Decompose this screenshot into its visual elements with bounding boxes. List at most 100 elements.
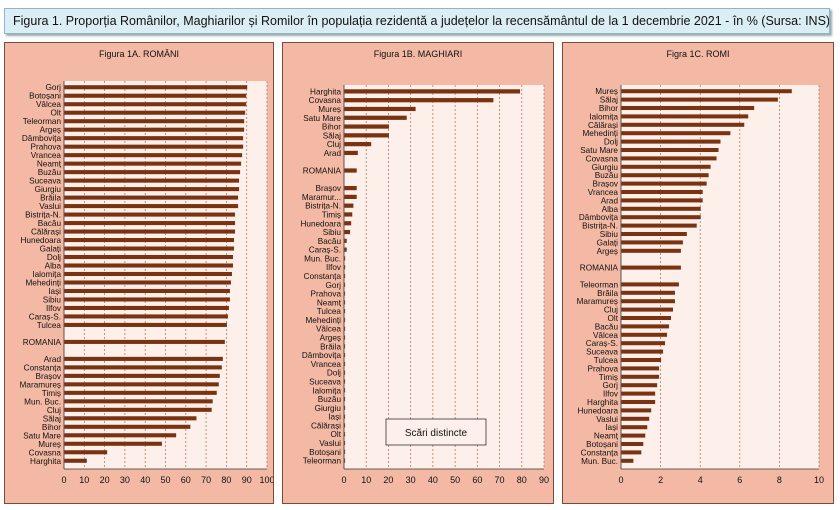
x-tick-label: 20: [383, 475, 393, 485]
bar: [621, 139, 721, 144]
bar: [64, 153, 243, 158]
category-label: Buzău: [38, 168, 62, 177]
bar: [621, 122, 745, 127]
category-label: Maramureș: [20, 380, 61, 389]
bar: [344, 326, 346, 331]
category-label: Dâmbovița: [302, 351, 342, 360]
plot-area: [344, 85, 544, 469]
scale-note-box: [385, 418, 487, 446]
bar: [344, 150, 358, 156]
category-label: Constanța: [24, 363, 62, 372]
category-label: Tulcea: [594, 356, 619, 365]
bar: [344, 185, 357, 191]
category-label: Olt: [51, 109, 62, 118]
category-label: Covasna: [586, 154, 619, 163]
category-label: Brăila: [320, 342, 341, 351]
category-label: Giurgiu: [592, 163, 619, 172]
category-label: Bacău: [318, 237, 342, 246]
category-label: Olt: [331, 430, 342, 439]
bar: [64, 382, 219, 387]
bar: [344, 432, 346, 437]
bar: [64, 119, 245, 124]
bar: [621, 265, 681, 270]
category-label: Bihor: [599, 104, 618, 113]
category-label: Covasna: [29, 448, 62, 457]
category-label: Teleorman: [580, 280, 619, 289]
bar: [621, 89, 792, 94]
category-label: Maramureș: [577, 297, 618, 306]
category-label: Suceava: [29, 177, 61, 186]
bar: [64, 399, 213, 404]
bar: [64, 110, 246, 115]
category-label: Bacău: [38, 219, 62, 228]
bar: [344, 335, 346, 340]
category-label: Arad: [324, 149, 342, 158]
category-label: Timiș: [322, 210, 341, 219]
bar: [621, 131, 731, 136]
category-label: Bacău: [595, 322, 619, 331]
bar: [621, 399, 656, 405]
bar: [344, 388, 346, 393]
category-label: Neamț: [317, 298, 342, 307]
bar: [64, 229, 236, 234]
category-label: Timiș: [599, 373, 618, 382]
bar: [64, 195, 239, 200]
x-tick-label: 0: [618, 475, 623, 485]
category-label: Gorj: [46, 83, 62, 92]
chart-title: Figra 1C. ROMI: [666, 49, 729, 59]
x-tick-label: 2: [658, 475, 663, 485]
category-label: Caraș-S.: [586, 339, 618, 348]
category-label: Vrancea: [31, 151, 62, 160]
category-label: Iași: [48, 287, 61, 296]
bar: [621, 349, 664, 354]
category-label: Dâmbovița: [579, 213, 619, 222]
x-tick-label: 70: [201, 475, 211, 485]
category-label: Harghita: [310, 87, 341, 96]
bar: [64, 221, 236, 226]
category-label: Hunedoara: [20, 236, 61, 245]
bar: [621, 341, 666, 346]
bar: [344, 203, 354, 208]
bar: [344, 106, 416, 112]
bar: [64, 441, 162, 446]
category-label: Buzău: [318, 395, 342, 404]
category-label: Botoșani: [586, 440, 618, 449]
category-label: Vaslui: [319, 439, 341, 448]
category-label: Argeș: [40, 126, 61, 135]
bar: [64, 297, 230, 302]
category-label: Satu Mare: [23, 431, 61, 440]
bar: [344, 133, 389, 138]
category-label: Argeș: [320, 334, 341, 343]
x-tick-label: 30: [406, 475, 416, 485]
bar: [621, 189, 703, 195]
category-label: Teleorman: [303, 457, 342, 466]
category-label: Covasna: [309, 96, 342, 105]
bar: [621, 223, 697, 228]
bar: [621, 391, 656, 396]
category-label: Bistrița-N.: [25, 211, 61, 220]
category-label: Iași: [605, 423, 618, 432]
bar: [64, 433, 177, 438]
x-tick-label: 4: [698, 475, 703, 485]
category-label: Alba: [602, 205, 619, 214]
bar: [621, 458, 634, 463]
category-label: Bihor: [42, 423, 61, 432]
category-label: ROMANIA: [23, 338, 62, 347]
bar: [64, 365, 222, 370]
bar: [621, 366, 660, 371]
bar: [621, 173, 709, 178]
bar: [621, 97, 778, 102]
bar: [64, 102, 247, 107]
x-tick-label: 8: [777, 475, 782, 485]
bar: [344, 344, 346, 349]
category-label: Gorj: [603, 381, 619, 390]
category-label: Harghita: [30, 457, 61, 466]
bar: [64, 271, 232, 277]
x-tick-label: 90: [242, 475, 252, 485]
bar: [344, 370, 346, 375]
category-label: Mun. Buc.: [304, 254, 341, 263]
x-tick-label: 40: [428, 475, 438, 485]
bar: [64, 170, 241, 175]
bar: [64, 136, 244, 141]
category-label: Vâlcea: [36, 100, 61, 109]
